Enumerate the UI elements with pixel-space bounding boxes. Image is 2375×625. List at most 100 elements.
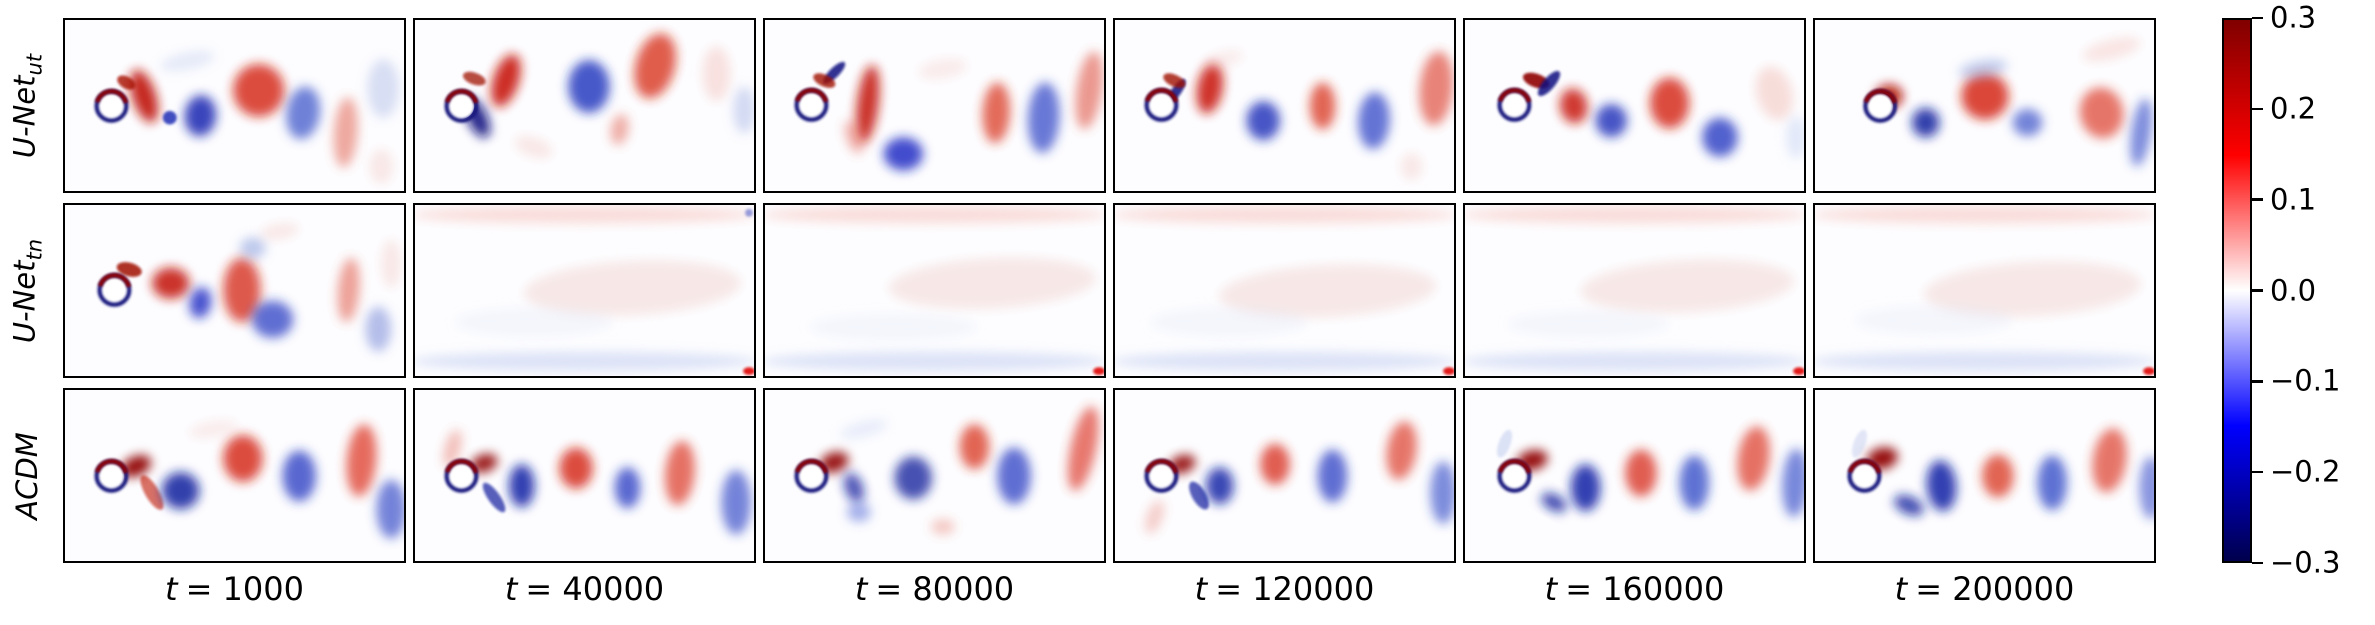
vortex-blob xyxy=(664,440,695,506)
column-label-80000: t = 80000 xyxy=(854,570,1015,608)
vortex-blob xyxy=(1115,351,1454,372)
vortex-blob xyxy=(239,237,266,259)
vorticity-field xyxy=(794,51,1104,171)
row-label-u-nettn: U-Nettn xyxy=(7,238,47,343)
vortex-blob xyxy=(415,351,754,372)
colorbar-tick-label: −0.1 xyxy=(2270,363,2341,398)
vortex-blob xyxy=(116,262,142,277)
vortex-blob xyxy=(1782,448,1804,517)
cylinder-marker xyxy=(1144,88,1179,122)
colorbar-tick-label: 0.3 xyxy=(2270,0,2317,35)
colorbar-tick xyxy=(2252,289,2263,292)
vortex-blob xyxy=(809,313,978,341)
colorbar-tick-label: 0.0 xyxy=(2270,272,2317,307)
vortex-blob xyxy=(733,86,754,134)
vortex-blob xyxy=(702,46,731,102)
vortex-blob xyxy=(1793,367,1804,376)
vortex-blob xyxy=(282,450,317,502)
vortex-blob xyxy=(745,208,754,217)
vortex-blob xyxy=(839,419,888,439)
vortex-blob xyxy=(337,257,360,323)
vortex-blob xyxy=(2037,455,2068,511)
vorticity-panel-r1c1 xyxy=(63,18,406,193)
vortex-blob xyxy=(1149,307,1308,337)
vortex-blob xyxy=(1961,72,2009,120)
vortex-blob xyxy=(931,518,955,535)
cylinder-marker xyxy=(1497,88,1532,122)
vortex-blob xyxy=(844,120,864,154)
vortex-blob xyxy=(443,429,462,468)
cylinder-shear-arc xyxy=(1497,88,1532,103)
vortex-blob xyxy=(367,59,400,118)
vortex-blob xyxy=(614,467,641,509)
vortex-blob xyxy=(1958,59,2008,79)
vortex-blob xyxy=(918,58,968,80)
vorticity-field xyxy=(1465,205,1804,376)
vorticity-panel-r3c3 xyxy=(763,388,1106,563)
vorticity-field xyxy=(1496,426,1804,517)
vorticity-field xyxy=(443,429,752,535)
vortex-blob xyxy=(1982,454,2014,498)
vortex-blob xyxy=(1649,77,1690,129)
vorticity-panel-r3c4 xyxy=(1113,388,1456,563)
vortex-blob xyxy=(129,69,159,123)
vortex-blob xyxy=(847,502,871,522)
cylinder-shear-arc xyxy=(97,273,132,288)
row-label-u-netut: U-Netut xyxy=(7,53,47,158)
vortex-blob xyxy=(151,267,190,299)
vorticity-panel-r1c5 xyxy=(1463,18,1806,193)
vortex-blob xyxy=(223,257,261,323)
vorticity-panel-r2c3 xyxy=(763,203,1106,378)
column-label-1000: t = 1000 xyxy=(165,570,304,608)
vortex-blob xyxy=(259,222,299,240)
vortex-blob xyxy=(346,424,377,497)
cylinder-shear-arc xyxy=(1497,459,1532,474)
vortex-blob xyxy=(721,470,752,535)
vortex-blob xyxy=(1443,367,1454,376)
vortex-blob xyxy=(1595,104,1628,138)
cylinder-shear-arc xyxy=(94,89,129,104)
vortex-blob xyxy=(462,71,486,86)
vortex-blob xyxy=(765,205,1104,224)
vortex-blob xyxy=(2092,428,2127,493)
vortex-blob xyxy=(376,479,404,539)
vortex-blob xyxy=(161,472,200,510)
vortex-blob xyxy=(819,451,849,473)
vorticity-panel-r3c1 xyxy=(63,388,406,563)
vortex-blob xyxy=(2139,456,2154,519)
vorticity-panel-r1c6 xyxy=(1813,18,2156,193)
vortex-blob xyxy=(189,287,212,319)
vortex-blob xyxy=(508,464,535,508)
vortex-blob xyxy=(1386,421,1417,480)
vortex-blob xyxy=(482,482,506,513)
vortex-blob xyxy=(959,424,990,470)
vorticity-field xyxy=(97,222,402,352)
vorticity-field xyxy=(1115,205,1454,376)
vortex-blob xyxy=(1430,461,1454,524)
vortex-blob xyxy=(1358,92,1390,149)
vortex-blob xyxy=(1115,205,1454,224)
cylinder-shear-arc xyxy=(794,459,829,474)
vorticity-field xyxy=(765,205,1104,376)
vortex-blob xyxy=(1679,455,1710,511)
vortex-blob xyxy=(184,95,217,137)
vortex-blob xyxy=(1317,449,1348,503)
vortex-blob xyxy=(1027,82,1060,153)
vortex-blob xyxy=(514,135,553,159)
vortex-blob xyxy=(1815,205,2154,224)
vorticity-field xyxy=(1144,421,1454,534)
vortex-blob xyxy=(1400,152,1423,181)
vortex-blob xyxy=(415,205,754,224)
vortex-blob xyxy=(997,447,1031,505)
vorticity-panel-r3c2 xyxy=(413,388,756,563)
vortex-blob xyxy=(1163,73,1186,88)
vortex-blob xyxy=(1537,70,1561,97)
vortex-blob xyxy=(1923,261,2142,317)
vortex-blob xyxy=(1926,460,1957,512)
vortex-blob xyxy=(1894,494,1924,516)
vortex-blob xyxy=(1093,367,1104,376)
vorticity-field xyxy=(1144,49,1454,181)
vortex-blob xyxy=(233,63,285,117)
vortex-blob xyxy=(1507,310,1670,338)
